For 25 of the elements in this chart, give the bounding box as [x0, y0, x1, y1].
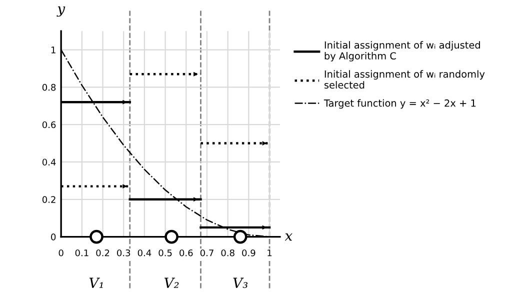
y-axis-title: y [56, 6, 66, 17]
legend-label: Initial assignment of wᵢ randomly selected [324, 70, 485, 89]
x-tick-label: 0.3 [117, 249, 130, 256]
x-tick-label: 0.1 [75, 249, 88, 256]
x-axis-title: x [284, 233, 292, 241]
annotation: V₁ [89, 278, 103, 288]
y-tick-label: 0.4 [42, 158, 56, 166]
annotation: V₃ [233, 278, 248, 288]
y-tick-label: 0.6 [42, 121, 56, 128]
legend-label: Target function y = x² − 2x + 1 [324, 99, 476, 109]
x-tick-label: 0.8 [221, 249, 234, 256]
legend-label: Initial assignment of wᵢ adjusted by Algorithm C [324, 41, 480, 62]
y-tick-label: 0.2 [42, 196, 56, 203]
x-tick-label: 0.7 [200, 249, 214, 256]
x-tick-label: 0.4 [138, 249, 152, 256]
x-tick-label: 0.9 [242, 249, 256, 256]
y-tick-label: 1 [51, 46, 56, 54]
y-tick-label: 0 [51, 234, 56, 240]
annotation: V₂ [164, 278, 179, 288]
x-tick-label: 0 [58, 249, 64, 256]
x-tick-label: 1 [268, 250, 272, 256]
x-tick-label: 0.2 [96, 249, 110, 256]
y-tick-label: 0.8 [42, 84, 56, 91]
x-tick-label: 0.5 [158, 249, 172, 256]
x-tick-label: 0.6 [180, 249, 193, 256]
